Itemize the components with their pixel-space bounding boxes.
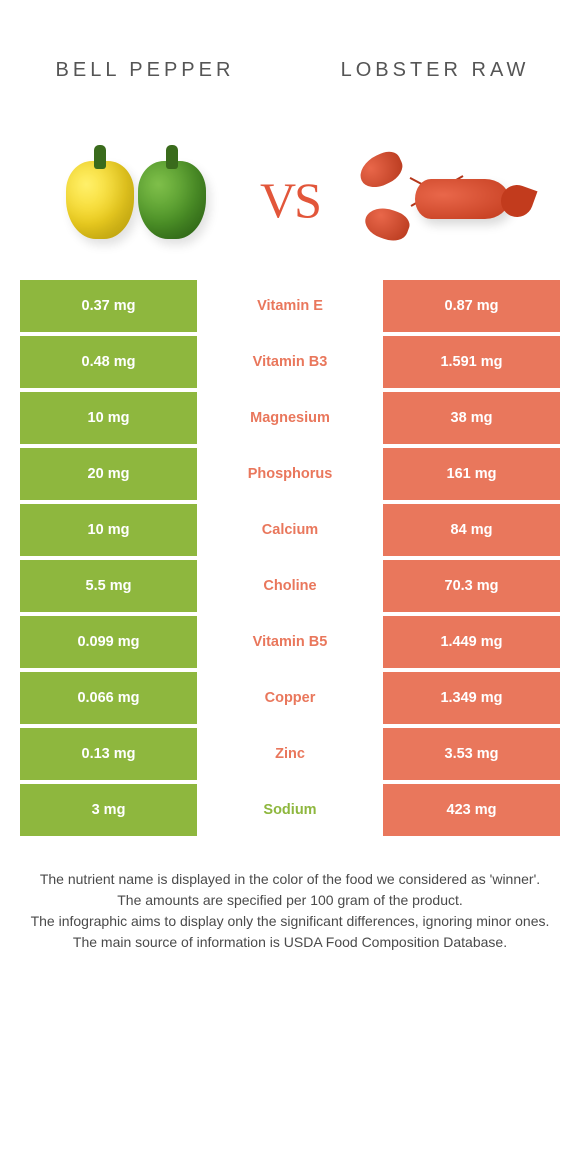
right-value: 161 mg (383, 448, 560, 500)
table-row: 10 mgCalcium84 mg (20, 504, 560, 556)
footer-line: The main source of information is USDA F… (30, 933, 550, 952)
footer-line: The infographic aims to display only the… (30, 912, 550, 931)
footer-notes: The nutrient name is displayed in the co… (0, 840, 580, 952)
left-value: 0.066 mg (20, 672, 197, 724)
left-value: 10 mg (20, 504, 197, 556)
footer-line: The nutrient name is displayed in the co… (30, 870, 550, 889)
table-row: 10 mgMagnesium38 mg (20, 392, 560, 444)
nutrient-label: Zinc (197, 728, 383, 780)
footer-line: The amounts are specified per 100 gram o… (30, 891, 550, 910)
table-row: 0.48 mgVitamin B31.591 mg (20, 336, 560, 388)
nutrient-label: Copper (197, 672, 383, 724)
left-value: 10 mg (20, 392, 197, 444)
nutrient-label: Magnesium (197, 392, 383, 444)
right-value: 1.449 mg (383, 616, 560, 668)
table-row: 0.066 mgCopper1.349 mg (20, 672, 560, 724)
header: Bell pepper Lobster Raw (0, 0, 580, 120)
left-value: 5.5 mg (20, 560, 197, 612)
header-right: Lobster Raw (290, 20, 580, 120)
bell-pepper-icon (66, 161, 206, 239)
right-value: 423 mg (383, 784, 560, 836)
table-row: 0.13 mgZinc3.53 mg (20, 728, 560, 780)
nutrient-label: Vitamin B5 (197, 616, 383, 668)
nutrient-label: Calcium (197, 504, 383, 556)
right-value: 3.53 mg (383, 728, 560, 780)
left-value: 0.099 mg (20, 616, 197, 668)
right-value: 1.349 mg (383, 672, 560, 724)
table-row: 5.5 mgCholine70.3 mg (20, 560, 560, 612)
nutrient-table: 0.37 mgVitamin E0.87 mg0.48 mgVitamin B3… (0, 280, 580, 836)
left-value: 0.13 mg (20, 728, 197, 780)
right-image (328, 120, 560, 280)
table-row: 0.099 mgVitamin B51.449 mg (20, 616, 560, 668)
header-left: Bell pepper (0, 20, 290, 120)
table-row: 3 mgSodium423 mg (20, 784, 560, 836)
left-value: 20 mg (20, 448, 197, 500)
right-value: 1.591 mg (383, 336, 560, 388)
nutrient-label: Vitamin B3 (197, 336, 383, 388)
nutrient-label: Phosphorus (197, 448, 383, 500)
left-image (20, 120, 252, 280)
nutrient-label: Choline (197, 560, 383, 612)
images-row: VS (0, 120, 580, 280)
right-value: 0.87 mg (383, 280, 560, 332)
right-title: Lobster Raw (341, 59, 530, 82)
nutrient-label: Vitamin E (197, 280, 383, 332)
right-value: 84 mg (383, 504, 560, 556)
left-value: 3 mg (20, 784, 197, 836)
right-value: 70.3 mg (383, 560, 560, 612)
left-value: 0.37 mg (20, 280, 197, 332)
left-value: 0.48 mg (20, 336, 197, 388)
left-title: Bell pepper (56, 59, 235, 82)
table-row: 0.37 mgVitamin E0.87 mg (20, 280, 560, 332)
right-value: 38 mg (383, 392, 560, 444)
vs-label: VS (252, 171, 328, 229)
lobster-icon (359, 145, 529, 255)
nutrient-label: Sodium (197, 784, 383, 836)
table-row: 20 mgPhosphorus161 mg (20, 448, 560, 500)
